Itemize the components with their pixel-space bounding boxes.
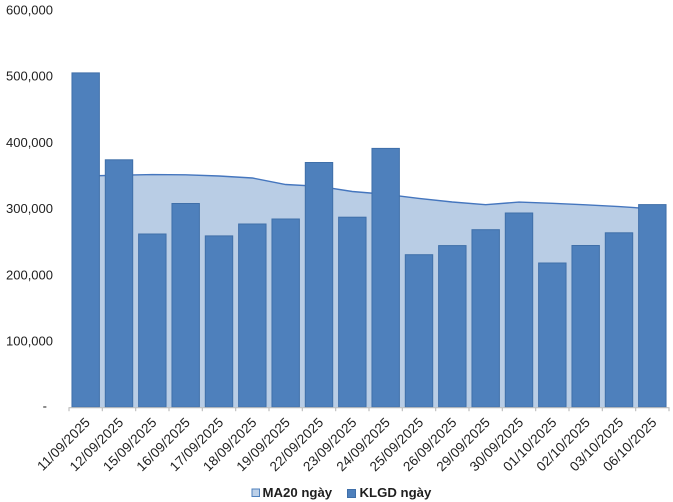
svg-text:-: - — [43, 399, 47, 414]
svg-text:300,000: 300,000 — [6, 201, 53, 216]
svg-text:KLGD ngày: KLGD ngày — [360, 485, 432, 500]
svg-text:100,000: 100,000 — [6, 334, 53, 349]
svg-text:500,000: 500,000 — [6, 69, 53, 84]
svg-text:400,000: 400,000 — [6, 135, 53, 150]
svg-text:MA20 ngày: MA20 ngày — [263, 485, 333, 500]
svg-text:600,000: 600,000 — [6, 3, 53, 18]
svg-text:200,000: 200,000 — [6, 267, 53, 282]
